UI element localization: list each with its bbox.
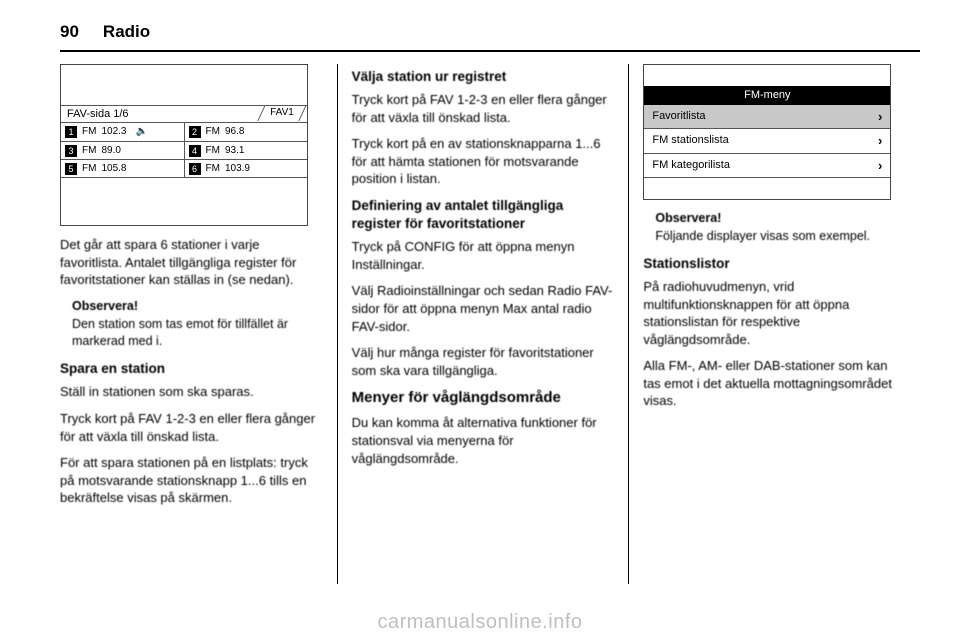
sub-heading: Stationslistor	[643, 255, 906, 273]
fav-cell: 5 FM 105.8	[61, 160, 184, 177]
fm-menu-inner: FM-meny Favoritlista › FM stationslista …	[644, 86, 890, 178]
fav-band: FM	[82, 144, 96, 158]
note-text: Den station som tas emot för tillfället …	[72, 317, 288, 349]
section-heading: Menyer för våglängdsområde	[352, 388, 615, 408]
fav-num: 6	[189, 163, 201, 175]
fav-freq: 96.8	[225, 125, 244, 139]
fav-freq: 103.9	[225, 162, 250, 176]
fav-num: 5	[65, 163, 77, 175]
fav-band: FM	[206, 144, 220, 158]
body-text: Alla FM-, AM- eller DAB-stationer som ka…	[643, 357, 906, 410]
fav-cell: 4 FM 93.1	[184, 142, 308, 159]
page-header: 90 Radio	[60, 22, 920, 42]
fav-tab: FAV1	[257, 105, 306, 121]
note-label: Observera!	[72, 298, 323, 315]
body-text: Tryck kort på en av stationsknapparna 1.…	[352, 135, 615, 188]
column-2: Välja station ur registret Tryck kort på…	[337, 64, 629, 584]
note-label: Observera!	[655, 210, 906, 227]
body-text: Välj hur många register för favoritstati…	[352, 344, 615, 379]
chevron-right-icon: ›	[878, 108, 882, 126]
speaker-icon: 🔈	[135, 125, 147, 139]
fav-row: 3 FM 89.0 4 FM 93.1	[61, 141, 307, 159]
sub-heading: Välja station ur registret	[352, 68, 615, 86]
body-text: Tryck kort på FAV 1-2-3 en eller flera g…	[352, 91, 615, 126]
body-text: För att spara stationen på en listplats:…	[60, 454, 323, 507]
fav-num: 4	[189, 145, 201, 157]
fav-cell: 6 FM 103.9	[184, 160, 308, 177]
chevron-right-icon: ›	[878, 132, 882, 150]
fav-num: 3	[65, 145, 77, 157]
page-number: 90	[60, 22, 79, 42]
fm-menu-item: FM stationslista ›	[644, 129, 890, 154]
page-title: Radio	[103, 22, 150, 42]
note-block: Observera! Följande displayer visas som …	[655, 210, 906, 245]
fav-freq: 102.3	[101, 125, 126, 139]
fm-menu-title: FM-meny	[644, 86, 890, 105]
fav-cell: 3 FM 89.0	[61, 142, 184, 159]
body-text: Du kan komma åt alternativa funktioner f…	[352, 414, 615, 467]
sub-heading: Spara en station	[60, 360, 323, 378]
fav-freq: 93.1	[225, 144, 244, 158]
fav-band: FM	[82, 162, 96, 176]
content-columns: FAV-sida 1/6 FAV1 1 FM 102.3 🔈 2 FM	[60, 64, 920, 584]
fav-band: FM	[82, 125, 96, 139]
body-text: Tryck på CONFIG för att öppna menyn Inst…	[352, 238, 615, 273]
fav-cell: 1 FM 102.3 🔈	[61, 123, 184, 141]
header-rule	[60, 50, 920, 52]
fm-menu-item: Favoritlista ›	[644, 105, 890, 130]
fm-menu-item: FM kategorilista ›	[644, 154, 890, 179]
fav-title-bar: FAV-sida 1/6 FAV1	[61, 105, 307, 123]
chevron-right-icon: ›	[878, 157, 882, 175]
fav-num: 2	[189, 126, 201, 138]
body-text: På radiohuvudmenyn, vrid multifunktionsk…	[643, 278, 906, 348]
body-text: Ställ in stationen som ska sparas.	[60, 383, 323, 401]
note-block: Observera! Den station som tas emot för …	[72, 298, 323, 351]
fav-num: 1	[65, 126, 77, 138]
fm-menu-item-label: FM kategorilista	[652, 158, 730, 173]
fav-band: FM	[206, 125, 220, 139]
column-3: FM-meny Favoritlista › FM stationslista …	[628, 64, 920, 584]
fav-freq: 89.0	[101, 144, 120, 158]
fm-menu-screenshot: FM-meny Favoritlista › FM stationslista …	[643, 64, 891, 200]
column-1: FAV-sida 1/6 FAV1 1 FM 102.3 🔈 2 FM	[60, 64, 337, 584]
note-text: Följande displayer visas som exempel.	[655, 229, 870, 243]
body-text: Tryck kort på FAV 1-2-3 en eller flera g…	[60, 410, 323, 445]
body-text: Välj Radioinställningar och sedan Radio …	[352, 282, 615, 335]
fav-row: 1 FM 102.3 🔈 2 FM 96.8	[61, 123, 307, 141]
fm-menu-item-label: Favoritlista	[652, 109, 705, 124]
fav-list-screenshot: FAV-sida 1/6 FAV1 1 FM 102.3 🔈 2 FM	[60, 64, 308, 226]
fav-tab-label: FAV1	[270, 106, 294, 120]
manual-page: 90 Radio FAV-sida 1/6 FAV1 1 FM 102.3	[0, 0, 960, 642]
fav-freq: 105.8	[101, 162, 126, 176]
fav-band: FM	[206, 162, 220, 176]
fav-title: FAV-sida 1/6	[67, 107, 129, 122]
fav-grid: 1 FM 102.3 🔈 2 FM 96.8 3	[61, 123, 307, 178]
fm-menu-item-label: FM stationslista	[652, 133, 728, 148]
body-text: Det går att spara 6 stationer i varje fa…	[60, 236, 323, 289]
fav-cell: 2 FM 96.8	[184, 123, 308, 141]
watermark: carmanualsonline.info	[0, 611, 960, 634]
fav-row: 5 FM 105.8 6 FM 103.9	[61, 159, 307, 177]
sub-heading: Definiering av antalet tillgängliga regi…	[352, 197, 615, 233]
